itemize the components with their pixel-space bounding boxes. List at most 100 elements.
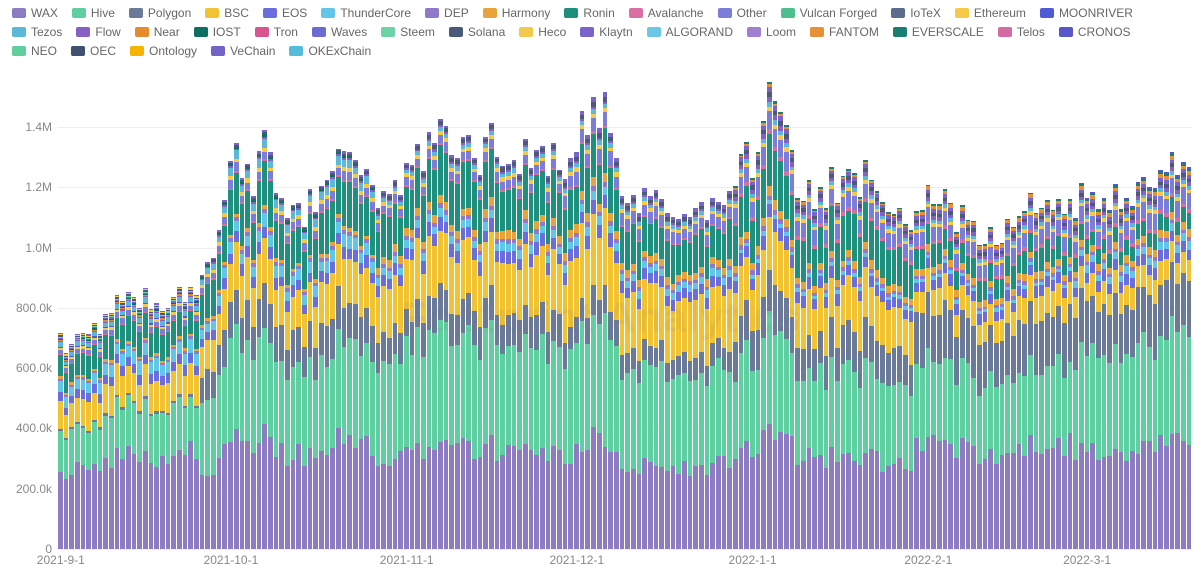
bar-column[interactable] bbox=[829, 82, 834, 549]
bar-column[interactable] bbox=[336, 82, 341, 549]
bar-column[interactable] bbox=[149, 82, 154, 549]
bar-column[interactable] bbox=[1045, 82, 1050, 549]
bar-column[interactable] bbox=[1187, 82, 1192, 549]
bar-column[interactable] bbox=[903, 82, 908, 549]
bar-column[interactable] bbox=[353, 82, 358, 549]
bar-column[interactable] bbox=[767, 82, 772, 549]
bar-column[interactable] bbox=[1175, 82, 1180, 549]
bar-column[interactable] bbox=[143, 82, 148, 549]
bar-column[interactable] bbox=[983, 82, 988, 549]
bar-column[interactable] bbox=[846, 82, 851, 549]
bar-column[interactable] bbox=[75, 82, 80, 549]
bar-column[interactable] bbox=[761, 82, 766, 549]
legend-item[interactable]: Flow bbox=[76, 23, 120, 41]
bar-column[interactable] bbox=[194, 82, 199, 549]
bar-column[interactable] bbox=[1124, 82, 1129, 549]
bar-column[interactable] bbox=[489, 82, 494, 549]
bar-column[interactable] bbox=[580, 82, 585, 549]
bar-column[interactable] bbox=[1079, 82, 1084, 549]
legend-item[interactable]: Waves bbox=[312, 23, 367, 41]
bar-column[interactable] bbox=[1011, 82, 1016, 549]
legend-item[interactable]: Ronin bbox=[564, 4, 614, 22]
bar-column[interactable] bbox=[69, 82, 74, 549]
bar-column[interactable] bbox=[620, 82, 625, 549]
bar-column[interactable] bbox=[534, 82, 539, 549]
bar-column[interactable] bbox=[948, 82, 953, 549]
bar-column[interactable] bbox=[778, 82, 783, 549]
bar-column[interactable] bbox=[920, 82, 925, 549]
bar-column[interactable] bbox=[1147, 82, 1152, 549]
bar-column[interactable] bbox=[625, 82, 630, 549]
bar-column[interactable] bbox=[699, 82, 704, 549]
bar-column[interactable] bbox=[370, 82, 375, 549]
bar-column[interactable] bbox=[330, 82, 335, 549]
bar-column[interactable] bbox=[517, 82, 522, 549]
bar-column[interactable] bbox=[716, 82, 721, 549]
legend-item[interactable]: IOST bbox=[194, 23, 241, 41]
bar-column[interactable] bbox=[347, 82, 352, 549]
bar-column[interactable] bbox=[1136, 82, 1141, 549]
bar-column[interactable] bbox=[1141, 82, 1146, 549]
bar-column[interactable] bbox=[262, 82, 267, 549]
bar-column[interactable] bbox=[784, 82, 789, 549]
bar-column[interactable] bbox=[387, 82, 392, 549]
bar-column[interactable] bbox=[546, 82, 551, 549]
bar-column[interactable] bbox=[381, 82, 386, 549]
bar-column[interactable] bbox=[710, 82, 715, 549]
bar-column[interactable] bbox=[325, 82, 330, 549]
bar-column[interactable] bbox=[415, 82, 420, 549]
bar-column[interactable] bbox=[1153, 82, 1158, 549]
bar-column[interactable] bbox=[279, 82, 284, 549]
bar-column[interactable] bbox=[914, 82, 919, 549]
bar-column[interactable] bbox=[234, 82, 239, 549]
bar-column[interactable] bbox=[427, 82, 432, 549]
legend-item[interactable]: Tron bbox=[255, 23, 298, 41]
legend-item[interactable]: OKExChain bbox=[289, 42, 371, 60]
bar-column[interactable] bbox=[92, 82, 97, 549]
bar-column[interactable] bbox=[166, 82, 171, 549]
bar-column[interactable] bbox=[449, 82, 454, 549]
legend-item[interactable]: Near bbox=[135, 23, 180, 41]
bar-column[interactable] bbox=[1000, 82, 1005, 549]
legend-item[interactable]: Hive bbox=[72, 4, 115, 22]
bar-column[interactable] bbox=[682, 82, 687, 549]
legend-item[interactable]: EVERSCALE bbox=[893, 23, 984, 41]
bar-column[interactable] bbox=[1022, 82, 1027, 549]
bar-column[interactable] bbox=[943, 82, 948, 549]
bar-column[interactable] bbox=[671, 82, 676, 549]
bar-column[interactable] bbox=[909, 82, 914, 549]
bar-column[interactable] bbox=[835, 82, 840, 549]
bar-column[interactable] bbox=[773, 82, 778, 549]
bar-column[interactable] bbox=[285, 82, 290, 549]
bar-column[interactable] bbox=[585, 82, 590, 549]
bar-column[interactable] bbox=[597, 82, 602, 549]
legend-item[interactable]: Polygon bbox=[129, 4, 191, 22]
bar-column[interactable] bbox=[251, 82, 256, 549]
bar-column[interactable] bbox=[177, 82, 182, 549]
bar-column[interactable] bbox=[410, 82, 415, 549]
bar-column[interactable] bbox=[188, 82, 193, 549]
bar-column[interactable] bbox=[1170, 82, 1175, 549]
bar-column[interactable] bbox=[444, 82, 449, 549]
bar-column[interactable] bbox=[886, 82, 891, 549]
bar-column[interactable] bbox=[222, 82, 227, 549]
bar-column[interactable] bbox=[1181, 82, 1186, 549]
legend-item[interactable]: IoTeX bbox=[891, 4, 941, 22]
bar-column[interactable] bbox=[217, 82, 222, 549]
bar-column[interactable] bbox=[1085, 82, 1090, 549]
bar-column[interactable] bbox=[1130, 82, 1135, 549]
bar-column[interactable] bbox=[722, 82, 727, 549]
bar-column[interactable] bbox=[364, 82, 369, 549]
bar-column[interactable] bbox=[512, 82, 517, 549]
bar-column[interactable] bbox=[812, 82, 817, 549]
bar-column[interactable] bbox=[483, 82, 488, 549]
bar-column[interactable] bbox=[1028, 82, 1033, 549]
bar-column[interactable] bbox=[183, 82, 188, 549]
bar-column[interactable] bbox=[1096, 82, 1101, 549]
legend-item[interactable]: MOONRIVER bbox=[1040, 4, 1133, 22]
bar-column[interactable] bbox=[994, 82, 999, 549]
bar-column[interactable] bbox=[438, 82, 443, 549]
bar-column[interactable] bbox=[478, 82, 483, 549]
bar-column[interactable] bbox=[58, 82, 63, 549]
legend-item[interactable]: Tezos bbox=[12, 23, 62, 41]
